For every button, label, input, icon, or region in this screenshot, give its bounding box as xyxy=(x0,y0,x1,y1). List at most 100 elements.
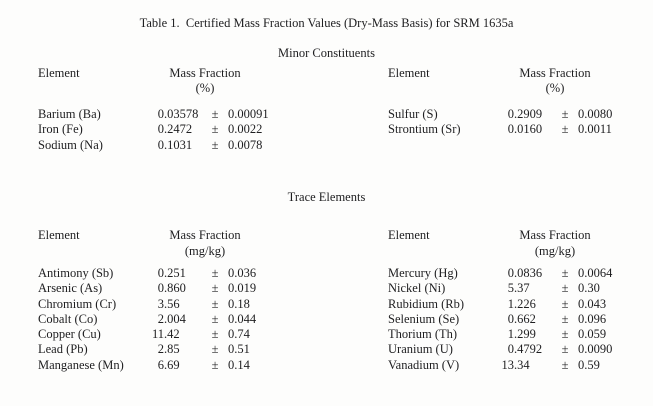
uncertainty-value: 0.036 xyxy=(228,265,257,280)
value-fraction: .85 xyxy=(164,342,180,357)
trace-tables: Element Mass Fraction (mg/kg) Antimony (… xyxy=(0,205,653,373)
uncertainty-value: 0.74 xyxy=(228,327,250,342)
plus-minus-sign: ± xyxy=(211,357,219,372)
table-row: Strontium (Sr) 0.0160 ±0.0011 xyxy=(388,122,640,137)
table-row: Sulfur (S) 0.2909 ±0.0080 xyxy=(388,107,640,122)
table-row: Lead (Pb) 2.85 ±0.51 xyxy=(38,342,290,357)
element-name: Antimony (Sb) xyxy=(38,265,114,280)
value-fraction: .0160 xyxy=(514,122,543,137)
value-integer: 11 xyxy=(151,327,164,342)
plus-minus-sign: ± xyxy=(561,327,569,342)
column-header-element: Element xyxy=(38,228,80,243)
section-heading-trace: Trace Elements xyxy=(287,190,366,205)
element-name: Sulfur (S) xyxy=(388,107,438,122)
plus-minus-sign: ± xyxy=(561,107,569,122)
table-trace-right: Element Mass Fraction (mg/kg) Mercury (H… xyxy=(388,205,640,373)
value-integer: 0 xyxy=(507,342,514,357)
table-row: Nickel (Ni) 5.37 ±0.30 xyxy=(388,281,640,296)
table-unit-row: (mg/kg) xyxy=(388,244,640,259)
column-header-mass-fraction: Mass Fraction xyxy=(519,228,591,243)
spacer xyxy=(38,244,138,259)
plus-minus-sign: ± xyxy=(211,296,219,311)
value-integer: 0 xyxy=(157,122,164,137)
value-fraction: .226 xyxy=(514,296,536,311)
plus-minus-sign: ± xyxy=(561,265,569,280)
uncertainty-value: 0.096 xyxy=(578,311,607,326)
uncertainty-value: 0.019 xyxy=(228,281,257,296)
element-name: Arsenic (As) xyxy=(38,281,103,296)
element-name: Sodium (Na) xyxy=(38,137,103,152)
element-name: Uranium (U) xyxy=(388,342,453,357)
table-row: Arsenic (As) 0.860 ±0.019 xyxy=(38,281,290,296)
element-name: Nickel (Ni) xyxy=(388,281,446,296)
plus-minus-sign: ± xyxy=(561,122,569,137)
value-integer: 1 xyxy=(507,327,514,342)
table-row: Antimony (Sb) 0.251 ±0.036 xyxy=(38,266,290,281)
value-fraction: .251 xyxy=(164,265,186,280)
uncertainty-value: 0.51 xyxy=(228,342,250,357)
value-integer: 6 xyxy=(157,357,164,372)
value-fraction: .69 xyxy=(164,357,180,372)
value-integer: 3 xyxy=(157,296,164,311)
table-trace-left: Element Mass Fraction (mg/kg) Antimony (… xyxy=(38,205,290,373)
table-row: Rubidium (Rb) 1.226 ±0.043 xyxy=(388,297,640,312)
table-body: Antimony (Sb) 0.251 ±0.036 Arsenic (As) 0.86… xyxy=(38,266,290,373)
table-header-row: Element Mass Fraction xyxy=(38,228,290,243)
uncertainty-value: 0.0090 xyxy=(578,342,613,357)
value-integer: 0 xyxy=(507,122,514,137)
value-integer: 0 xyxy=(157,137,164,152)
element-name: Barium (Ba) xyxy=(38,107,101,122)
column-header-unit: (mg/kg) xyxy=(534,243,576,258)
value-integer: 0 xyxy=(157,265,164,280)
plus-minus-sign: ± xyxy=(561,296,569,311)
table-minor-right: Element Mass Fraction (%) Sulfur (S) 0.29… xyxy=(388,62,640,153)
uncertainty-value: 0.14 xyxy=(228,357,250,372)
value-fraction: .2909 xyxy=(514,107,543,122)
plus-minus-sign: ± xyxy=(561,311,569,326)
table-row: Iron (Fe) 0.2472 ±0.0022 xyxy=(38,122,290,137)
table-row: Barium (Ba) 0.03578 ±0.00091 xyxy=(38,107,290,122)
value-integer: 0 xyxy=(157,281,164,296)
uncertainty-value: 0.0080 xyxy=(578,107,613,122)
value-fraction: .1031 xyxy=(164,137,193,152)
value-fraction: .662 xyxy=(514,311,536,326)
table-body: Barium (Ba) 0.03578 ±0.00091 Iron (Fe) 0.247… xyxy=(38,107,290,153)
table-row: Uranium (U) 0.4792 ±0.0090 xyxy=(388,342,640,357)
section-heading-minor: Minor Constituents xyxy=(278,46,375,61)
column-header-element: Element xyxy=(388,65,430,80)
plus-minus-sign: ± xyxy=(561,281,569,296)
plus-minus-sign: ± xyxy=(211,281,219,296)
element-name: Thorium (Th) xyxy=(388,327,458,342)
value-integer: 5 xyxy=(507,281,514,296)
uncertainty-value: 0.59 xyxy=(578,357,600,372)
section-minor-constituents: Minor Constituents Element Mass Fraction… xyxy=(0,46,653,153)
column-header-unit: (mg/kg) xyxy=(184,243,226,258)
plus-minus-sign: ± xyxy=(211,137,219,152)
value-integer: 0 xyxy=(507,107,514,122)
table-minor-left: Element Mass Fraction (%) Barium (Ba) 0.0… xyxy=(38,62,290,153)
spacer xyxy=(388,81,488,96)
plus-minus-sign: ± xyxy=(211,122,219,137)
element-name: Cobalt (Co) xyxy=(38,311,98,326)
element-name: Strontium (Sr) xyxy=(388,122,461,137)
column-header-mass-fraction: Mass Fraction xyxy=(169,65,241,80)
spacer xyxy=(38,81,138,96)
value-fraction: .0836 xyxy=(514,265,543,280)
column-header-element: Element xyxy=(38,65,80,80)
value-fraction: .03578 xyxy=(164,107,199,122)
column-header-unit: (%) xyxy=(195,80,215,95)
section-trace-elements: Trace Elements Element Mass Fraction (mg… xyxy=(0,190,653,373)
table-header-row: Element Mass Fraction xyxy=(38,66,290,81)
column-header-unit: (%) xyxy=(545,80,565,95)
column-header-mass-fraction: Mass Fraction xyxy=(169,228,241,243)
plus-minus-sign: ± xyxy=(561,357,569,372)
uncertainty-value: 0.0011 xyxy=(578,122,612,137)
plus-minus-sign: ± xyxy=(211,311,219,326)
value-fraction: .2472 xyxy=(164,122,193,137)
value-integer: 2 xyxy=(157,311,164,326)
value-fraction: .004 xyxy=(164,311,186,326)
value-fraction: .4792 xyxy=(514,342,543,357)
table-row: Mercury (Hg) 0.0836 ±0.0064 xyxy=(388,266,640,281)
table-row: Cobalt (Co) 2.004 ±0.044 xyxy=(38,312,290,327)
